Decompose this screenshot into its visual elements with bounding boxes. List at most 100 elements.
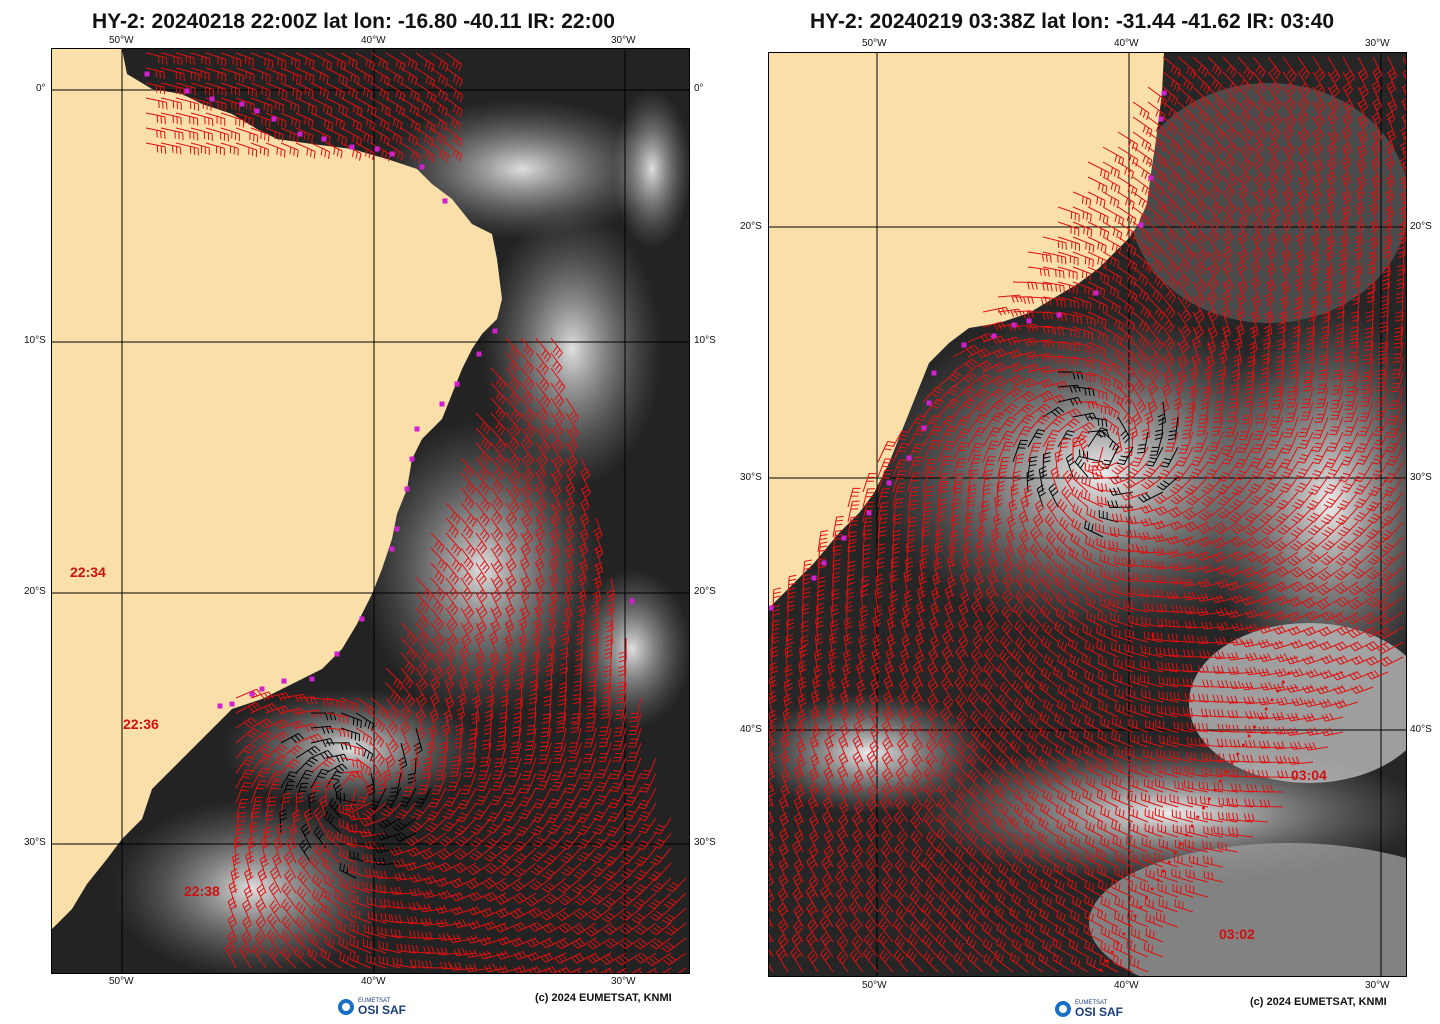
wind-barb <box>1316 685 1344 695</box>
wind-barb <box>1168 416 1179 441</box>
wind-barb <box>661 937 687 953</box>
wind-barb <box>1388 386 1404 410</box>
wind-barb <box>490 562 504 589</box>
wind-barb <box>1071 486 1089 508</box>
wind-barb <box>1207 251 1220 276</box>
wind-barb <box>145 142 167 154</box>
wind-barb <box>930 601 940 628</box>
wind-barb <box>1114 911 1134 928</box>
wind-barb <box>1158 676 1179 688</box>
wind-barb <box>1183 649 1209 658</box>
wind-barb <box>937 371 962 388</box>
wind-barb <box>908 781 924 808</box>
wind-barb <box>376 831 402 841</box>
wind-barb <box>550 442 564 469</box>
wind-barb <box>847 500 860 523</box>
wind-barb <box>1190 446 1209 467</box>
wind-barb <box>227 930 238 954</box>
wind-barb <box>1172 765 1194 778</box>
wind-barb <box>1258 726 1284 735</box>
wind-barb <box>1141 689 1164 703</box>
wind-barb <box>490 517 504 542</box>
wind-barb <box>944 585 955 613</box>
wind-barb <box>982 484 991 508</box>
wind-barb <box>982 678 999 703</box>
wind-barb <box>1397 236 1406 259</box>
wind-barb <box>1012 833 1029 853</box>
wind-barb <box>817 541 828 568</box>
wind-barb <box>535 352 549 375</box>
wind-barb <box>1349 641 1374 652</box>
wind-barb <box>769 675 778 703</box>
wind-barb <box>1207 221 1219 243</box>
wind-barb <box>820 932 834 958</box>
wind-barb <box>1027 325 1054 334</box>
wind-barb <box>936 528 945 553</box>
wind-barb <box>526 712 537 735</box>
wind-barb <box>1387 86 1398 113</box>
wind-barb <box>858 634 868 658</box>
wind-barb <box>475 592 488 619</box>
wind-barb <box>1392 341 1404 363</box>
wind-barb <box>970 648 984 673</box>
wind-barb <box>1250 461 1269 478</box>
wind-barb <box>308 854 327 879</box>
wind-barb <box>1162 281 1177 304</box>
wind-barb <box>1361 356 1374 382</box>
wind-barb <box>907 443 924 463</box>
wind-barb <box>1367 551 1389 565</box>
wind-barb <box>378 955 402 969</box>
wind-barb <box>394 872 417 881</box>
wind-barb <box>1363 341 1374 365</box>
wind-barb <box>1267 56 1281 79</box>
wind-barb <box>1072 386 1095 397</box>
wind-barb <box>1057 418 1081 433</box>
wind-barb <box>565 502 576 528</box>
wind-barb <box>934 541 943 568</box>
swath-edge-dot <box>1110 950 1114 954</box>
wind-barb <box>1295 221 1306 246</box>
wind-barb <box>400 52 418 71</box>
wind-barb <box>220 112 245 128</box>
wind-barb <box>982 770 999 793</box>
wind-barb <box>1287 756 1314 765</box>
wind-barb <box>967 454 982 478</box>
wind-barb <box>1242 754 1269 763</box>
wind-barb <box>1111 880 1134 898</box>
wind-barb <box>977 525 987 553</box>
wind-barb <box>1002 574 1014 598</box>
wind-barb <box>232 853 241 879</box>
wind-barb <box>400 637 417 661</box>
wind-barb <box>866 797 879 823</box>
wind-barb <box>981 814 999 838</box>
wind-barb <box>205 67 227 82</box>
wind-barb <box>355 697 375 716</box>
wind-barb <box>1055 894 1074 913</box>
wind-barb <box>1173 854 1194 868</box>
wind-barb <box>1128 416 1138 440</box>
coast-marker <box>961 342 967 348</box>
wind-barb <box>1102 191 1120 209</box>
wind-barb <box>1012 323 1039 333</box>
wind-barb <box>844 617 853 643</box>
wind-barb <box>1087 416 1108 428</box>
wind-barb <box>1351 281 1360 306</box>
wind-barb <box>916 601 926 628</box>
wind-barb <box>263 826 272 849</box>
wind-barb <box>505 592 515 617</box>
wind-barb <box>539 727 552 752</box>
wind-barb <box>572 682 582 705</box>
wind-barb <box>1311 431 1329 452</box>
wind-barb <box>550 337 563 359</box>
wind-barb <box>974 572 984 598</box>
wind-barb <box>1117 191 1135 210</box>
wind-barb <box>1282 116 1294 139</box>
wind-barb <box>428 787 447 808</box>
wind-barb <box>1100 896 1119 913</box>
wind-barb <box>421 931 447 940</box>
wind-barb <box>574 907 597 920</box>
wind-barb <box>1097 819 1119 838</box>
wind-barb <box>1283 416 1299 438</box>
wind-barb <box>385 67 404 86</box>
wind-barb <box>865 919 879 943</box>
